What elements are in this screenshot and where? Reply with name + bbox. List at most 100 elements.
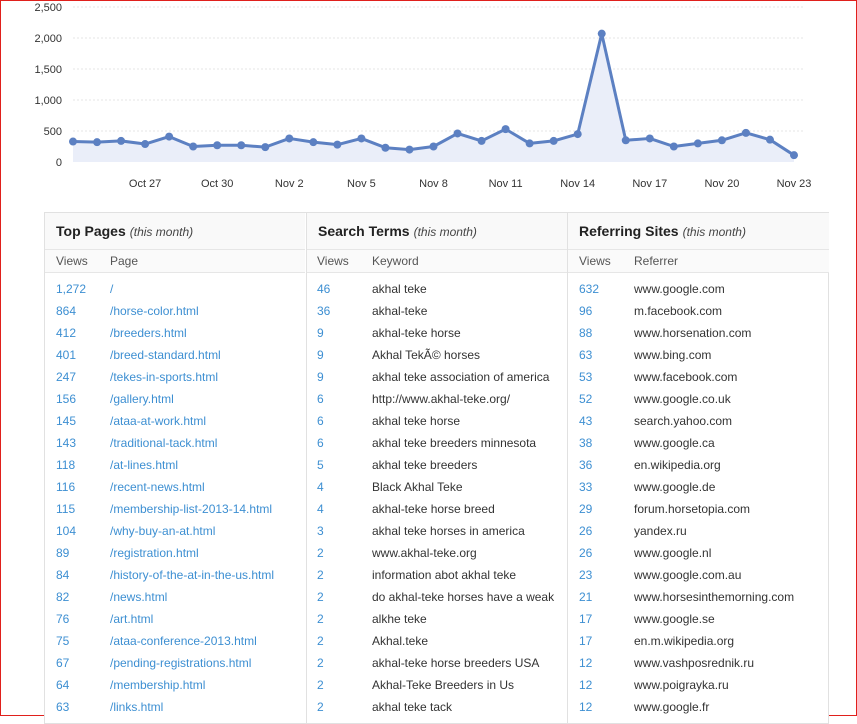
data-point[interactable] — [165, 132, 174, 141]
data-point[interactable] — [285, 134, 294, 143]
views-count-link[interactable]: 12 — [579, 656, 593, 670]
views-count-link[interactable]: 6 — [317, 392, 324, 406]
page-link[interactable]: /history-of-the-at-in-the-us.html — [110, 568, 275, 582]
views-count-link[interactable]: 9 — [317, 348, 324, 362]
page-link[interactable]: /news.html — [110, 590, 168, 604]
data-point[interactable] — [573, 130, 582, 139]
views-count-link[interactable]: 6 — [317, 436, 324, 450]
data-point[interactable] — [790, 151, 798, 160]
page-link[interactable]: /breeders.html — [110, 326, 187, 340]
views-count-link[interactable]: 1,272 — [56, 282, 87, 296]
page-link[interactable]: / — [110, 282, 114, 296]
views-count-link[interactable]: 3 — [317, 524, 324, 538]
views-count-link[interactable]: 2 — [317, 678, 324, 692]
views-count-link[interactable]: 96 — [579, 304, 593, 318]
views-count-link[interactable]: 864 — [56, 304, 77, 318]
data-point[interactable] — [261, 143, 270, 152]
data-point[interactable] — [93, 138, 102, 147]
views-count-link[interactable]: 143 — [56, 436, 77, 450]
views-count-link[interactable]: 115 — [56, 502, 76, 516]
views-count-link[interactable]: 63 — [579, 348, 593, 362]
views-count-link[interactable]: 2 — [317, 656, 324, 670]
data-point[interactable] — [741, 128, 750, 137]
views-count-link[interactable]: 75 — [56, 634, 70, 648]
views-count-link[interactable]: 401 — [56, 348, 77, 362]
views-count-link[interactable]: 26 — [579, 546, 593, 560]
views-count-link[interactable]: 82 — [56, 590, 70, 604]
views-count-link[interactable]: 53 — [579, 370, 593, 384]
data-point[interactable] — [69, 137, 77, 146]
data-point[interactable] — [357, 134, 366, 143]
data-point[interactable] — [621, 136, 630, 145]
page-link[interactable]: /horse-color.html — [110, 304, 199, 318]
views-count-link[interactable]: 36 — [317, 304, 331, 318]
data-point[interactable] — [645, 134, 654, 143]
views-count-link[interactable]: 12 — [579, 700, 593, 714]
views-count-link[interactable]: 2 — [317, 700, 324, 714]
views-count-link[interactable]: 247 — [56, 370, 77, 384]
views-count-link[interactable]: 89 — [56, 546, 70, 560]
data-point[interactable] — [477, 136, 486, 145]
data-point[interactable] — [237, 141, 246, 150]
data-point[interactable] — [765, 135, 774, 144]
views-count-link[interactable]: 412 — [56, 326, 77, 340]
views-count-link[interactable]: 104 — [56, 524, 77, 538]
data-point[interactable] — [405, 145, 414, 154]
views-count-link[interactable]: 5 — [317, 458, 324, 472]
data-point[interactable] — [117, 136, 126, 145]
data-point[interactable] — [309, 138, 318, 147]
views-count-link[interactable]: 9 — [317, 370, 324, 384]
page-link[interactable]: /ataa-conference-2013.html — [110, 634, 257, 648]
data-point[interactable] — [213, 141, 222, 150]
views-count-link[interactable]: 2 — [317, 568, 324, 582]
views-count-link[interactable]: 46 — [317, 282, 331, 296]
data-point[interactable] — [549, 136, 558, 145]
views-count-link[interactable]: 38 — [579, 436, 593, 450]
views-count-link[interactable]: 2 — [317, 612, 324, 626]
data-point[interactable] — [453, 129, 462, 138]
views-count-link[interactable]: 145 — [56, 414, 77, 428]
views-count-link[interactable]: 52 — [579, 392, 593, 406]
views-count-link[interactable]: 63 — [56, 700, 70, 714]
views-count-link[interactable]: 12 — [579, 678, 593, 692]
data-point[interactable] — [597, 29, 606, 38]
views-count-link[interactable]: 43 — [579, 414, 593, 428]
views-count-link[interactable]: 21 — [579, 590, 593, 604]
data-point[interactable] — [333, 140, 342, 149]
page-link[interactable]: /art.html — [110, 612, 154, 626]
views-count-link[interactable]: 2 — [317, 546, 324, 560]
views-count-link[interactable]: 4 — [317, 502, 324, 516]
page-link[interactable]: /recent-news.html — [110, 480, 205, 494]
page-link[interactable]: /tekes-in-sports.html — [110, 370, 219, 384]
views-count-link[interactable]: 23 — [579, 568, 593, 582]
page-link[interactable]: /links.html — [110, 700, 164, 714]
data-point[interactable] — [189, 142, 198, 151]
data-point[interactable] — [381, 143, 390, 152]
data-point[interactable] — [693, 139, 702, 148]
data-point[interactable] — [141, 140, 150, 149]
page-link[interactable]: /pending-registrations.html — [110, 656, 252, 670]
views-count-link[interactable]: 17 — [579, 634, 593, 648]
views-count-link[interactable]: 116 — [56, 480, 76, 494]
data-point[interactable] — [717, 136, 726, 145]
views-count-link[interactable]: 17 — [579, 612, 593, 626]
page-link[interactable]: /membership-list-2013-14.html — [110, 502, 273, 516]
views-count-link[interactable]: 2 — [317, 590, 324, 604]
page-link[interactable]: /breed-standard.html — [110, 348, 221, 362]
views-count-link[interactable]: 118 — [56, 458, 76, 472]
page-link[interactable]: /gallery.html — [110, 392, 174, 406]
data-point[interactable] — [501, 125, 510, 134]
views-count-link[interactable]: 67 — [56, 656, 70, 670]
views-count-link[interactable]: 9 — [317, 326, 324, 340]
page-link[interactable]: /ataa-at-work.html — [110, 414, 207, 428]
views-count-link[interactable]: 33 — [579, 480, 593, 494]
views-count-link[interactable]: 2 — [317, 634, 324, 648]
data-point[interactable] — [525, 139, 534, 148]
page-link[interactable]: /membership.html — [110, 678, 206, 692]
views-count-link[interactable]: 64 — [56, 678, 70, 692]
views-count-link[interactable]: 36 — [579, 458, 593, 472]
views-count-link[interactable]: 29 — [579, 502, 593, 516]
views-count-link[interactable]: 76 — [56, 612, 70, 626]
views-count-link[interactable]: 156 — [56, 392, 77, 406]
page-link[interactable]: /why-buy-an-at.html — [110, 524, 216, 538]
